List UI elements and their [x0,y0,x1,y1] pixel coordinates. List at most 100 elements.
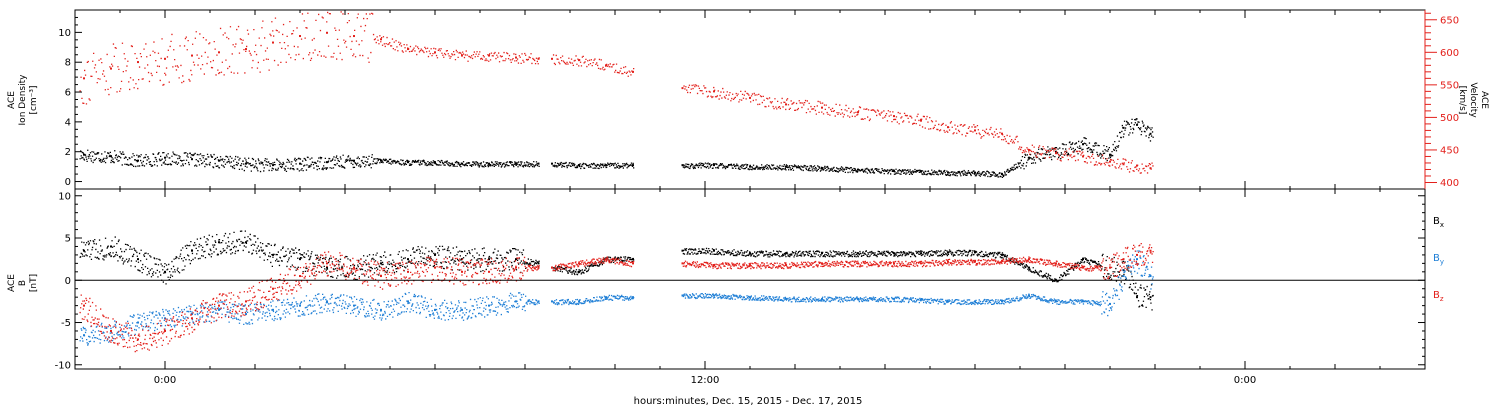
legend-bx-base: B [1433,216,1440,227]
density-point [299,162,301,165]
velocity-point [272,41,274,44]
bx-point [110,245,112,248]
bz-point [380,275,382,278]
bz-point [191,317,193,320]
bottom-y-tick-label: 5 [65,234,71,245]
velocity-point [857,111,859,114]
by-point [1109,302,1111,305]
bz-point [681,262,684,265]
velocity-point [974,129,976,132]
bottom-y-tick-label: -5 [61,318,71,329]
density-point [218,159,220,162]
by-point [1136,258,1138,261]
density-point [974,171,976,174]
svg-text:Bz: Bz [1433,290,1444,303]
velocity-point [551,57,553,60]
top-left-axis-label-line-2: Ion Density [18,74,28,126]
velocity-point [1109,160,1111,163]
bx-point [299,258,301,261]
bz-point [434,266,436,269]
bx-point [713,249,715,252]
bx-point [681,249,684,252]
bz-point [461,270,463,273]
legend-by-sub: y [1440,258,1444,266]
by-point [551,300,553,303]
bz-point [488,270,490,273]
bx-point [857,252,859,255]
top-left-axis-label-line-3: [cm⁻³] [29,85,39,114]
velocity-point [605,64,607,67]
bx-point [218,241,220,244]
top-right-y-tick-label: 600 [1440,48,1459,59]
bx-point [326,266,328,269]
bx-point [1136,296,1138,299]
top-right-axis-label-line-1: ACE [1479,91,1489,109]
top-right-axis-label-line-2: Velocity [1468,82,1478,118]
velocity-point [380,38,382,41]
density-point [326,161,328,164]
bottom-axis-label-line-3: [nT] [29,274,39,292]
top-right-y-tick-label: 650 [1440,15,1459,26]
top-left-axis-label-line-1: ACE [7,91,17,109]
bz-point [515,266,517,269]
bz-point [218,304,220,307]
svg-text:By: By [1433,253,1444,266]
velocity-point [681,87,684,90]
by-point [245,313,247,316]
velocity-point [821,106,823,109]
by-point [137,321,139,324]
bz-point [110,329,112,332]
velocity-point [83,77,85,80]
legend-bx: Bx [1433,216,1444,229]
velocity-point [785,103,787,106]
bz-point [1028,258,1030,261]
velocity-point [1001,132,1003,135]
velocity-point [713,90,715,93]
by-point [1149,275,1152,278]
x-tick-label-2: 0:00 [1234,375,1256,386]
bz-point [326,262,328,265]
density-point [893,170,895,173]
by-scatter-cloud [79,250,1154,346]
bz-point [353,266,355,269]
velocity-point [245,48,247,51]
bz-point [1109,266,1111,269]
bx-point [407,258,409,261]
bottom-y-tick-label: 10 [58,191,71,202]
velocity-point [1149,167,1152,170]
density-point [245,162,247,165]
bottom-axis-label-line-2: B [18,280,28,286]
density-point [1149,132,1152,135]
legend-bz-base: B [1433,290,1440,301]
bz-point [1122,258,1125,261]
top-left-y-tick-label: 2 [65,147,71,158]
by-point [272,308,274,311]
legend-by-base: B [1433,253,1440,264]
density-point [164,156,166,159]
bottom-y-tick-label: -10 [55,360,71,371]
legend-by: By [1433,253,1444,266]
bx-point [893,252,895,255]
velocity-point [1122,163,1125,166]
by-point [1001,300,1003,303]
bx-point [1149,296,1152,299]
top-left-y-tick-label: 10 [58,28,71,39]
bz-point [83,304,85,307]
density-point [785,165,787,168]
bottom-axis-label-line-1: ACE [7,274,17,292]
density-point [110,155,112,158]
velocity-point [326,31,328,34]
x-tick-label-1: 12:00 [691,375,720,386]
x-axis-label: hours:minutes, Dec. 15, 2015 - Dec. 17, … [634,396,863,407]
velocity-point [515,56,517,59]
bx-point [137,258,139,261]
top-left-y-tick-label: 8 [65,58,71,69]
top-left-y-tick-label: 4 [65,117,71,128]
bottom-y-tick-label: 0 [65,276,71,287]
bz-point [1149,249,1152,252]
legend-bz-sub: z [1440,295,1444,303]
bx-point [488,258,490,261]
bz-point [1055,262,1057,265]
